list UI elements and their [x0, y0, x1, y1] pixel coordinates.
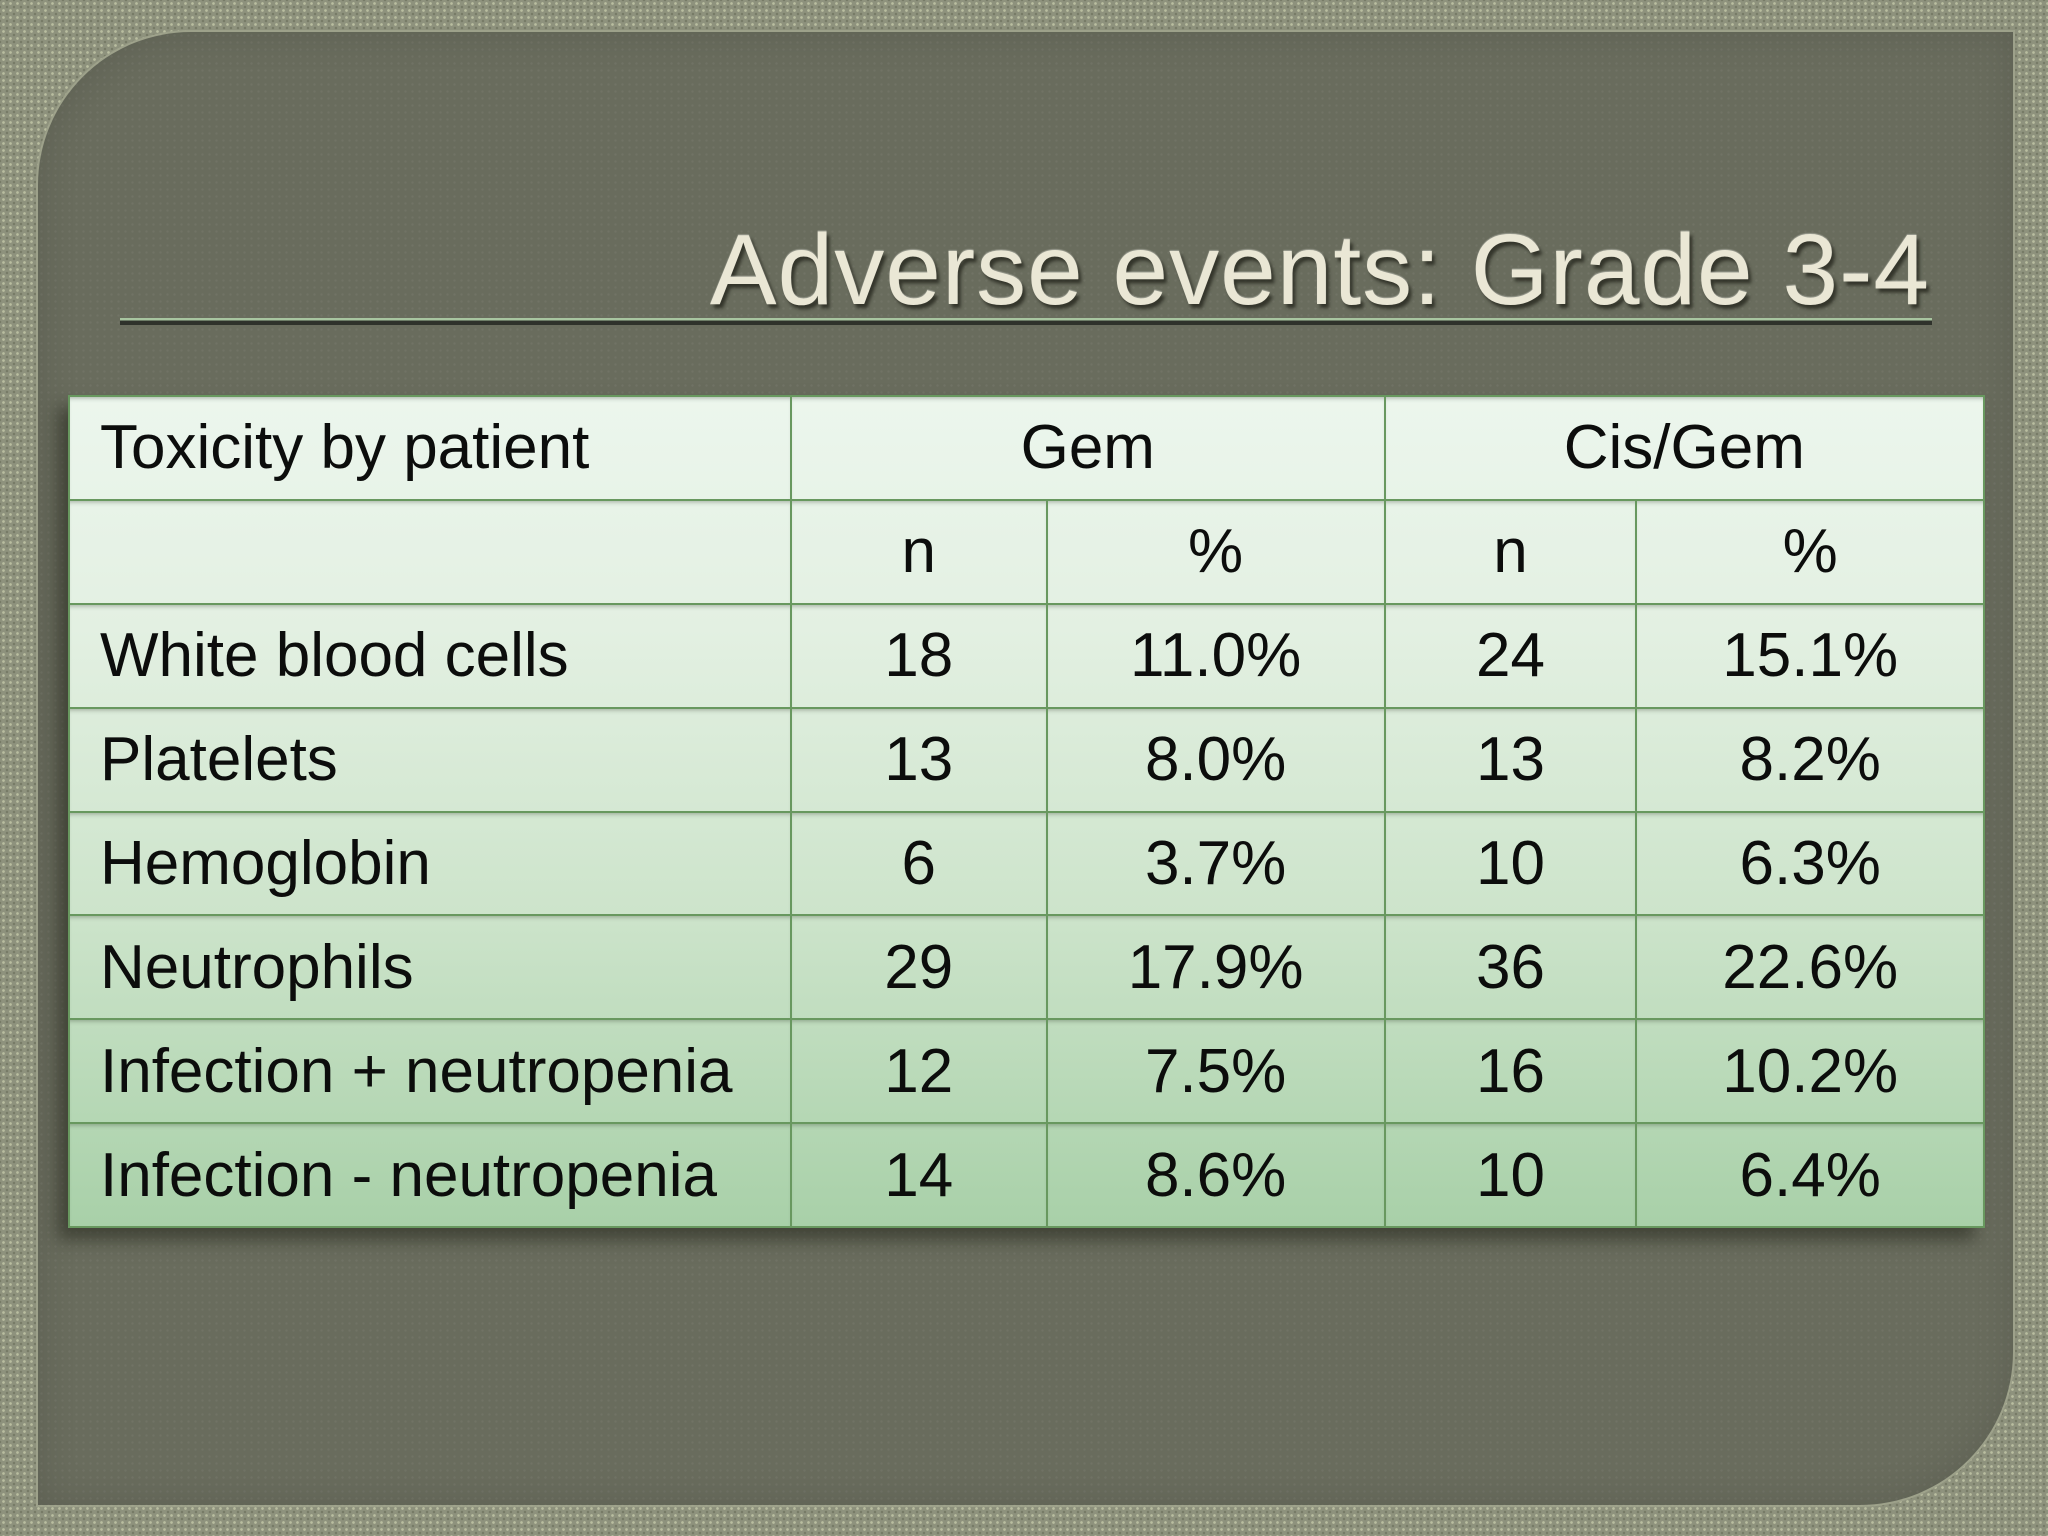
row-label: Hemoglobin: [68, 810, 792, 917]
cell-cisgem-n: 10: [1383, 810, 1638, 917]
table-row: Infection + neutropenia 12 7.5% 16 10.2%: [68, 1018, 1985, 1125]
cell-gem-n: 14: [789, 1122, 1048, 1228]
toxicity-table: Toxicity by patient Gem Cis/Gem n % n % …: [68, 395, 1986, 1228]
title-underline: [120, 318, 1932, 325]
column-header-toxicity: Toxicity by patient: [68, 395, 792, 501]
cell-gem-n: 29: [789, 914, 1048, 1021]
subheader-cisgem-pct: %: [1635, 498, 1985, 605]
column-header-gem: Gem: [789, 395, 1386, 501]
cell-cisgem-pct: 10.2%: [1635, 1018, 1985, 1125]
cell-gem-pct: 17.9%: [1045, 914, 1386, 1021]
cell-gem-n: 18: [789, 602, 1048, 709]
cell-cisgem-pct: 6.3%: [1635, 810, 1985, 917]
cell-cisgem-pct: 6.4%: [1635, 1122, 1985, 1228]
cell-gem-pct: 8.6%: [1045, 1122, 1386, 1228]
cell-gem-pct: 11.0%: [1045, 602, 1386, 709]
cell-gem-pct: 8.0%: [1045, 706, 1386, 813]
table-header-row: Toxicity by patient Gem Cis/Gem: [68, 395, 1986, 501]
cell-gem-n: 6: [789, 810, 1048, 917]
table-row: Neutrophils 29 17.9% 36 22.6%: [68, 914, 1985, 1021]
adverse-events-table: Toxicity by patient Gem Cis/Gem n % n % …: [68, 395, 1986, 1228]
row-label: Infection - neutropenia: [68, 1122, 792, 1228]
table-row: Infection - neutropenia 14 8.6% 10 6.4%: [68, 1122, 1985, 1228]
subheader-gem-n: n: [789, 498, 1048, 605]
cell-cisgem-n: 10: [1383, 1122, 1638, 1228]
table-row: Platelets 13 8.0% 13 8.2%: [68, 706, 1985, 813]
column-header-cisgem: Cis/Gem: [1383, 395, 1986, 501]
table-row: White blood cells 18 11.0% 24 15.1%: [68, 602, 1985, 709]
cell-cisgem-n: 13: [1383, 706, 1638, 813]
cell-cisgem-n: 36: [1383, 914, 1638, 1021]
subheader-gem-pct: %: [1045, 498, 1386, 605]
row-label: Infection + neutropenia: [68, 1018, 792, 1125]
cell-cisgem-pct: 8.2%: [1635, 706, 1985, 813]
cell-gem-n: 12: [789, 1018, 1048, 1125]
cell-cisgem-n: 16: [1383, 1018, 1638, 1125]
cell-cisgem-pct: 22.6%: [1635, 914, 1985, 1021]
cell-gem-n: 13: [789, 706, 1048, 813]
row-label: Platelets: [68, 706, 792, 813]
cell-gem-pct: 3.7%: [1045, 810, 1386, 917]
subheader-cisgem-n: n: [1383, 498, 1638, 605]
slide-title: Adverse events: Grade 3-4: [709, 214, 1930, 326]
cell-cisgem-pct: 15.1%: [1635, 602, 1985, 709]
table-subheader-row: n % n %: [68, 498, 1985, 605]
row-label: White blood cells: [68, 602, 792, 709]
table-row: Hemoglobin 6 3.7% 10 6.3%: [68, 810, 1985, 917]
row-label: Neutrophils: [68, 914, 792, 1021]
cell-gem-pct: 7.5%: [1045, 1018, 1386, 1125]
subheader-empty: [68, 498, 792, 605]
cell-cisgem-n: 24: [1383, 602, 1638, 709]
